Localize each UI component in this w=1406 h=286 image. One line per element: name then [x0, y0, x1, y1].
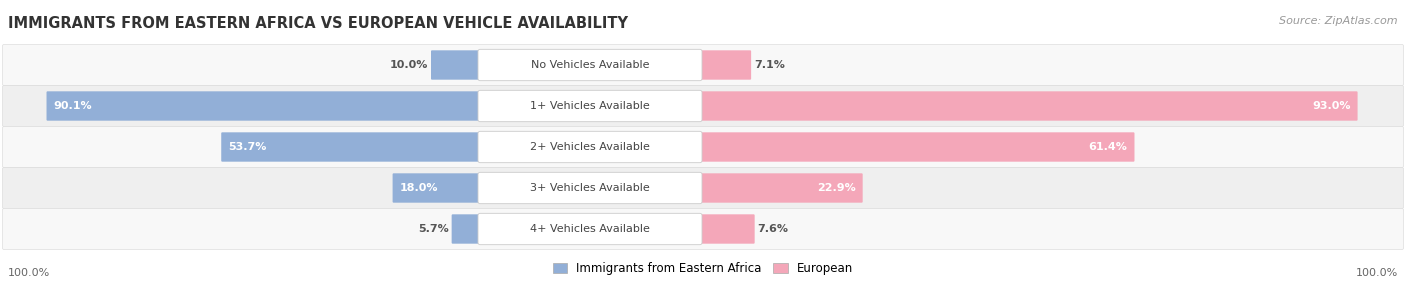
- Text: 93.0%: 93.0%: [1312, 101, 1351, 111]
- FancyBboxPatch shape: [478, 131, 702, 163]
- FancyBboxPatch shape: [699, 50, 751, 80]
- FancyBboxPatch shape: [46, 91, 481, 121]
- FancyBboxPatch shape: [3, 126, 1403, 168]
- Text: 22.9%: 22.9%: [817, 183, 856, 193]
- Text: No Vehicles Available: No Vehicles Available: [530, 60, 650, 70]
- Text: 53.7%: 53.7%: [228, 142, 267, 152]
- Text: 4+ Vehicles Available: 4+ Vehicles Available: [530, 224, 650, 234]
- Text: 5.7%: 5.7%: [418, 224, 449, 234]
- Text: 61.4%: 61.4%: [1088, 142, 1128, 152]
- Text: 10.0%: 10.0%: [389, 60, 427, 70]
- Text: 90.1%: 90.1%: [53, 101, 93, 111]
- FancyBboxPatch shape: [392, 173, 481, 203]
- FancyBboxPatch shape: [3, 86, 1403, 126]
- FancyBboxPatch shape: [699, 132, 1135, 162]
- FancyBboxPatch shape: [478, 49, 702, 81]
- FancyBboxPatch shape: [699, 173, 863, 203]
- FancyBboxPatch shape: [451, 214, 481, 244]
- FancyBboxPatch shape: [478, 172, 702, 204]
- Legend: Immigrants from Eastern Africa, European: Immigrants from Eastern Africa, European: [548, 258, 858, 280]
- Text: Source: ZipAtlas.com: Source: ZipAtlas.com: [1279, 16, 1398, 26]
- Text: 100.0%: 100.0%: [1355, 268, 1398, 278]
- Text: 18.0%: 18.0%: [399, 183, 439, 193]
- Text: IMMIGRANTS FROM EASTERN AFRICA VS EUROPEAN VEHICLE AVAILABILITY: IMMIGRANTS FROM EASTERN AFRICA VS EUROPE…: [8, 16, 628, 31]
- FancyBboxPatch shape: [221, 132, 481, 162]
- Text: 100.0%: 100.0%: [8, 268, 51, 278]
- Text: 2+ Vehicles Available: 2+ Vehicles Available: [530, 142, 650, 152]
- FancyBboxPatch shape: [3, 168, 1403, 208]
- FancyBboxPatch shape: [699, 91, 1358, 121]
- Text: 7.6%: 7.6%: [758, 224, 789, 234]
- FancyBboxPatch shape: [3, 208, 1403, 249]
- FancyBboxPatch shape: [699, 214, 755, 244]
- Text: 3+ Vehicles Available: 3+ Vehicles Available: [530, 183, 650, 193]
- FancyBboxPatch shape: [3, 45, 1403, 86]
- FancyBboxPatch shape: [478, 90, 702, 122]
- FancyBboxPatch shape: [432, 50, 481, 80]
- FancyBboxPatch shape: [478, 213, 702, 245]
- Text: 1+ Vehicles Available: 1+ Vehicles Available: [530, 101, 650, 111]
- Text: 7.1%: 7.1%: [754, 60, 785, 70]
